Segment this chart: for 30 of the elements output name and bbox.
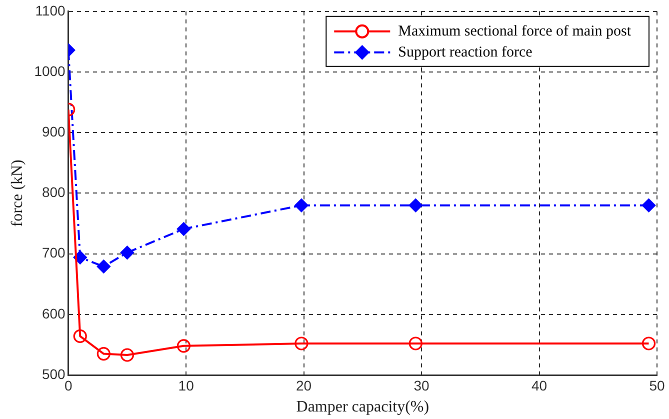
point xyxy=(642,336,656,350)
y-tick-label: 1000 xyxy=(34,62,66,79)
x-tick-label: 0 xyxy=(64,377,72,394)
point xyxy=(120,348,134,362)
y-tick-label: 900 xyxy=(42,123,66,140)
point xyxy=(120,246,134,260)
point xyxy=(176,339,191,353)
point xyxy=(73,329,87,344)
point xyxy=(408,198,422,212)
y-tick-label: 1100 xyxy=(35,2,66,18)
point xyxy=(294,336,308,350)
x-tick-label: 40 xyxy=(531,377,548,394)
y-tick-label: 800 xyxy=(42,184,66,200)
legend-label: Maximum sectional force of main post xyxy=(398,23,632,40)
x-tick-label: 50 xyxy=(649,377,665,394)
x-tick-label: 30 xyxy=(414,377,430,394)
y-tick-label: 500 xyxy=(42,366,66,382)
y-tick-label: 600 xyxy=(42,305,66,322)
point xyxy=(408,336,422,350)
y-axis-title: force (kN) xyxy=(8,160,26,227)
y-tick-label: 700 xyxy=(42,244,66,261)
x-axis-title: Damper capacity(%) xyxy=(296,398,430,416)
legend-label: Support reaction force xyxy=(398,44,533,60)
x-tick-label: 20 xyxy=(296,377,312,394)
point xyxy=(176,222,191,236)
point xyxy=(96,346,110,361)
point xyxy=(294,198,308,212)
point xyxy=(96,260,110,274)
x-tick-label: 10 xyxy=(178,377,194,394)
point xyxy=(642,198,656,212)
